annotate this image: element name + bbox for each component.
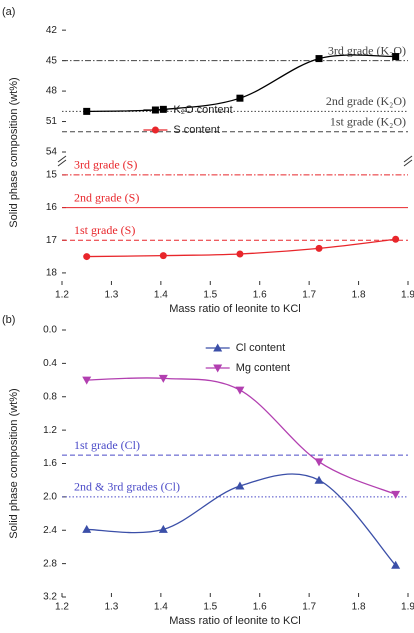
y-tick-label: 0.0 bbox=[43, 325, 57, 336]
panel-label: (a) bbox=[2, 6, 15, 18]
legend-marker bbox=[151, 106, 159, 114]
x-tick-label: 1.6 bbox=[253, 290, 267, 301]
data-point bbox=[235, 481, 245, 490]
reference-label: 2nd grade (K₂O) bbox=[326, 94, 406, 108]
data-point bbox=[391, 490, 401, 499]
panel-label: (b) bbox=[2, 314, 15, 326]
y-tick-label: 45 bbox=[46, 55, 58, 66]
axis-break bbox=[403, 155, 413, 163]
data-point bbox=[83, 253, 91, 261]
y-tick-label: 54 bbox=[46, 147, 58, 158]
legend-label: K₂O content bbox=[173, 104, 232, 116]
x-tick-label: 1.3 bbox=[104, 602, 118, 613]
y-tick-label: 2.0 bbox=[43, 492, 57, 503]
data-point bbox=[236, 250, 244, 258]
legend-marker bbox=[213, 343, 223, 352]
x-tick-label: 1.7 bbox=[302, 290, 316, 301]
reference-label: 3rd grade (S) bbox=[74, 158, 137, 172]
x-tick-label: 1.9 bbox=[401, 290, 414, 301]
y-tick-label: 15 bbox=[46, 170, 58, 181]
legend-marker bbox=[213, 364, 223, 373]
data-point bbox=[391, 560, 401, 569]
y-tick-label: 51 bbox=[46, 116, 58, 127]
x-tick-label: 1.2 bbox=[55, 602, 69, 613]
data-point bbox=[82, 376, 92, 385]
y-tick-label: 0.8 bbox=[43, 391, 57, 402]
x-tick-label: 1.5 bbox=[203, 602, 217, 613]
legend-label: Mg content bbox=[236, 362, 290, 374]
reference-label: 3rd grade (K₂O) bbox=[328, 43, 406, 57]
x-axis-title: Mass ratio of leonite to KCl bbox=[169, 615, 300, 627]
data-point bbox=[235, 386, 245, 395]
y-tick-label: 1.2 bbox=[43, 425, 57, 436]
data-point bbox=[315, 55, 323, 63]
reference-label: 1st grade (Cl) bbox=[74, 438, 140, 452]
axis-break bbox=[57, 159, 67, 167]
y-tick-label: 16 bbox=[46, 202, 58, 213]
y-tick-label: 2.4 bbox=[43, 525, 57, 536]
data-point bbox=[159, 252, 167, 260]
legend-label: Cl content bbox=[236, 342, 286, 354]
y-tick-label: 42 bbox=[46, 25, 58, 36]
data-point bbox=[82, 524, 92, 533]
data-point bbox=[158, 374, 168, 383]
data-point bbox=[83, 107, 91, 115]
reference-label: 1st grade (S) bbox=[74, 223, 135, 237]
x-tick-label: 1.9 bbox=[401, 602, 414, 613]
x-tick-label: 1.8 bbox=[352, 602, 366, 613]
reference-label: 2nd & 3rd grades (Cl) bbox=[74, 480, 180, 494]
series-line bbox=[86, 377, 396, 495]
data-point bbox=[314, 475, 324, 484]
reference-label: 1st grade (K₂O) bbox=[330, 114, 406, 128]
legend-label: S content bbox=[173, 124, 219, 136]
x-tick-label: 1.2 bbox=[55, 290, 69, 301]
axis-break-gap bbox=[404, 153, 412, 169]
x-tick-label: 1.6 bbox=[253, 602, 267, 613]
x-tick-label: 1.3 bbox=[104, 290, 118, 301]
x-axis-title: Mass ratio of leonite to KCl bbox=[169, 303, 300, 315]
legend-marker bbox=[151, 126, 159, 134]
data-point bbox=[158, 524, 168, 533]
y-tick-label: 17 bbox=[46, 235, 58, 246]
axis-break bbox=[57, 155, 67, 163]
y-axis-title: Solid phase composition (wt%) bbox=[8, 388, 20, 538]
data-point bbox=[392, 235, 400, 243]
y-tick-label: 0.4 bbox=[43, 358, 57, 369]
data-point bbox=[236, 94, 244, 102]
axis-break-gap bbox=[58, 153, 66, 169]
x-tick-label: 1.7 bbox=[302, 602, 316, 613]
axis-break bbox=[403, 159, 413, 167]
x-tick-label: 1.8 bbox=[352, 290, 366, 301]
y-tick-label: 2.8 bbox=[43, 558, 57, 569]
data-point bbox=[315, 244, 323, 252]
data-point bbox=[314, 458, 324, 467]
y-tick-label: 18 bbox=[46, 268, 58, 279]
y-tick-label: 3.2 bbox=[43, 592, 57, 603]
y-tick-label: 1.6 bbox=[43, 458, 57, 469]
y-axis-title: Solid phase composition (wt%) bbox=[8, 77, 20, 227]
data-point bbox=[392, 53, 400, 61]
x-tick-label: 1.5 bbox=[203, 290, 217, 301]
reference-label: 2nd grade (S) bbox=[74, 190, 139, 204]
x-tick-label: 1.4 bbox=[154, 602, 168, 613]
y-tick-label: 48 bbox=[46, 86, 58, 97]
x-tick-label: 1.4 bbox=[154, 290, 168, 301]
